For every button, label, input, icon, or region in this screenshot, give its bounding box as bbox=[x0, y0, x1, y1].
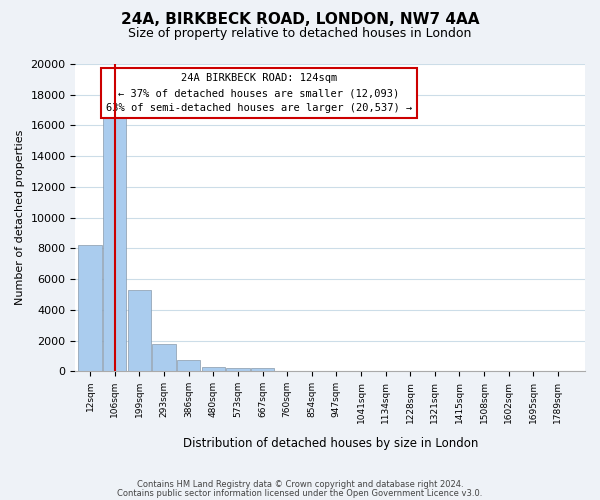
X-axis label: Distribution of detached houses by size in London: Distribution of detached houses by size … bbox=[182, 437, 478, 450]
Text: 24A, BIRKBECK ROAD, LONDON, NW7 4AA: 24A, BIRKBECK ROAD, LONDON, NW7 4AA bbox=[121, 12, 479, 28]
Text: Size of property relative to detached houses in London: Size of property relative to detached ho… bbox=[128, 28, 472, 40]
Bar bbox=[152, 344, 176, 372]
Bar bbox=[177, 360, 200, 372]
Text: Contains HM Land Registry data © Crown copyright and database right 2024.: Contains HM Land Registry data © Crown c… bbox=[137, 480, 463, 489]
Bar bbox=[128, 290, 151, 372]
Bar bbox=[79, 246, 102, 372]
Bar bbox=[103, 118, 127, 372]
Text: Contains public sector information licensed under the Open Government Licence v3: Contains public sector information licen… bbox=[118, 488, 482, 498]
Y-axis label: Number of detached properties: Number of detached properties bbox=[15, 130, 25, 306]
Bar bbox=[226, 368, 250, 372]
Text: 24A BIRKBECK ROAD: 124sqm
← 37% of detached houses are smaller (12,093)
63% of s: 24A BIRKBECK ROAD: 124sqm ← 37% of detac… bbox=[106, 73, 412, 113]
Bar bbox=[202, 366, 225, 372]
Bar bbox=[251, 368, 274, 372]
